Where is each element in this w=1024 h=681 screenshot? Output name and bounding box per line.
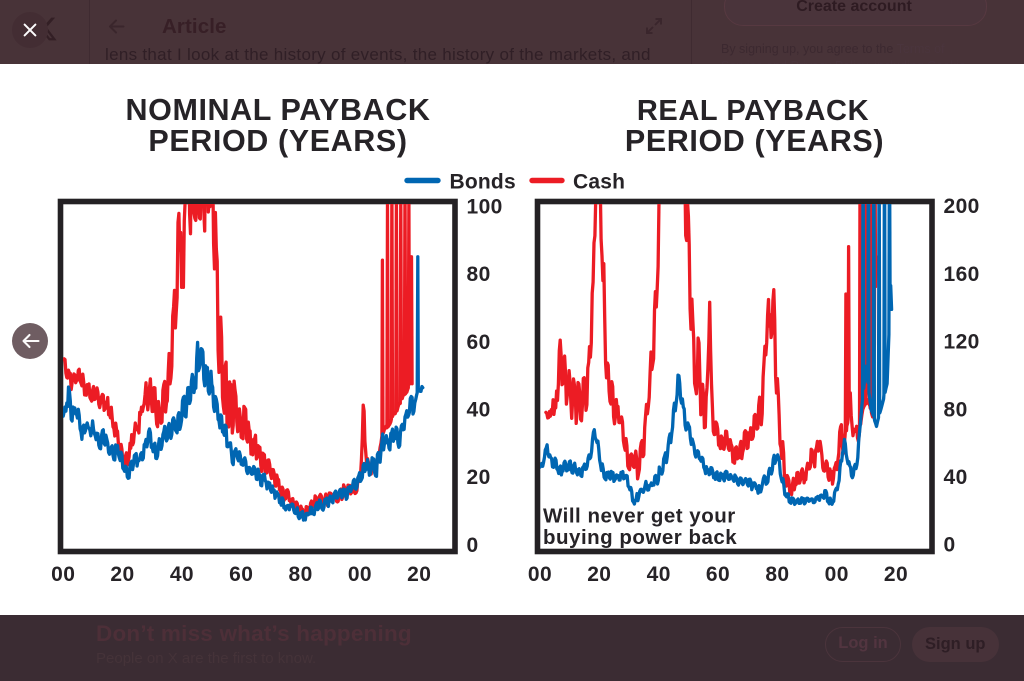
svg-text:80: 80 [944, 398, 968, 421]
svg-text:PERIOD (YEARS): PERIOD (YEARS) [625, 124, 884, 158]
svg-text:0: 0 [467, 534, 479, 557]
svg-text:80: 80 [467, 263, 491, 286]
svg-text:PERIOD (YEARS): PERIOD (YEARS) [148, 124, 407, 158]
svg-text:REAL PAYBACK: REAL PAYBACK [637, 95, 869, 127]
svg-text:200: 200 [944, 195, 980, 218]
svg-text:40: 40 [170, 563, 194, 586]
svg-text:40: 40 [944, 466, 968, 489]
svg-text:Cash: Cash [573, 171, 625, 194]
svg-text:60: 60 [706, 563, 730, 586]
svg-text:20: 20 [587, 563, 611, 586]
svg-text:20: 20 [467, 466, 491, 489]
svg-text:0: 0 [944, 534, 956, 557]
svg-text:00: 00 [51, 563, 75, 586]
svg-text:60: 60 [229, 563, 253, 586]
svg-text:60: 60 [467, 331, 491, 354]
svg-text:NOMINAL PAYBACK: NOMINAL PAYBACK [126, 93, 431, 127]
svg-text:20: 20 [110, 563, 134, 586]
svg-text:100: 100 [467, 195, 503, 218]
svg-text:40: 40 [647, 563, 671, 586]
svg-text:20: 20 [884, 563, 908, 586]
svg-text:20: 20 [407, 563, 431, 586]
svg-text:00: 00 [825, 563, 849, 586]
svg-text:00: 00 [528, 563, 552, 586]
svg-text:00: 00 [348, 563, 372, 586]
svg-text:40: 40 [467, 399, 491, 422]
svg-text:Will never get your: Will never get your [543, 505, 736, 528]
svg-text:buying power back: buying power back [543, 526, 737, 549]
svg-text:Bonds: Bonds [450, 171, 516, 194]
svg-text:120: 120 [944, 331, 980, 354]
svg-text:80: 80 [289, 563, 313, 586]
svg-text:160: 160 [944, 263, 980, 286]
svg-text:80: 80 [765, 563, 789, 586]
